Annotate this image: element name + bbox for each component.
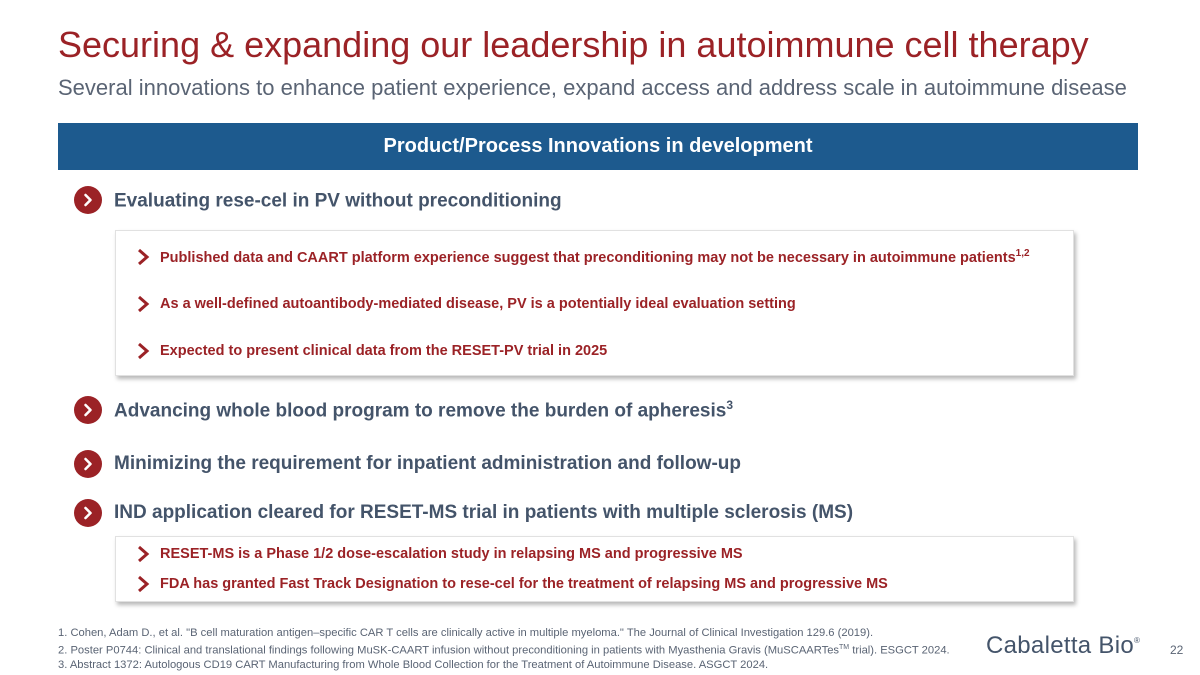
list-item: As a well-defined autoantibody-mediated … [136, 295, 796, 313]
chevron-right-circle-icon [74, 499, 102, 527]
section-heading: IND application cleared for RESET-MS tri… [114, 502, 854, 523]
footnote-2: 2. Poster P0744: Clinical and translatio… [58, 643, 950, 657]
chevron-right-circle-icon [74, 186, 102, 214]
slide-subtitle: Several innovations to enhance patient e… [58, 75, 1127, 100]
chevron-right-icon [138, 248, 150, 266]
list-item: RESET-MS is a Phase 1/2 dose-escalation … [136, 545, 743, 563]
list-item: Expected to present clinical data from t… [136, 342, 607, 360]
footnote-1: 1. Cohen, Adam D., et al. "B cell matura… [58, 627, 874, 639]
section-heading: Advancing whole blood program to remove … [114, 397, 733, 422]
section-inpatient: Minimizing the requirement for inpatient… [74, 450, 741, 478]
preconditioning-details-card: Published data and CAART platform experi… [115, 230, 1074, 376]
section-ind-reset-ms: IND application cleared for RESET-MS tri… [74, 499, 853, 527]
list-item: Published data and CAART platform experi… [136, 248, 1030, 266]
slide-title: Securing & expanding our leadership in a… [58, 24, 1089, 65]
footnotes: 1. Cohen, Adam D., et al. "B cell matura… [58, 626, 950, 672]
chevron-right-circle-icon [74, 450, 102, 478]
innovations-banner: Product/Process Innovations in developme… [58, 123, 1138, 170]
chevron-right-icon [138, 575, 150, 593]
banner-label: Product/Process Innovations in developme… [383, 135, 813, 157]
page-number: 22 [1170, 643, 1184, 657]
chevron-right-icon [138, 295, 150, 313]
company-logo: Cabaletta Bio® [986, 632, 1141, 659]
list-item: FDA has granted Fast Track Designation t… [136, 575, 888, 593]
chevron-right-icon [138, 545, 150, 563]
section-heading: Minimizing the requirement for inpatient… [114, 453, 741, 474]
section-preconditioning: Evaluating rese-cel in PV without precon… [74, 186, 562, 214]
footnote-3: 3. Abstract 1372: Autologous CD19 CART M… [58, 658, 769, 671]
chevron-right-circle-icon [74, 396, 102, 424]
section-heading: Evaluating rese-cel in PV without precon… [114, 190, 562, 212]
reset-ms-details-card: RESET-MS is a Phase 1/2 dose-escalation … [115, 536, 1074, 602]
chevron-right-icon [138, 342, 150, 360]
section-whole-blood: Advancing whole blood program to remove … [74, 396, 733, 424]
